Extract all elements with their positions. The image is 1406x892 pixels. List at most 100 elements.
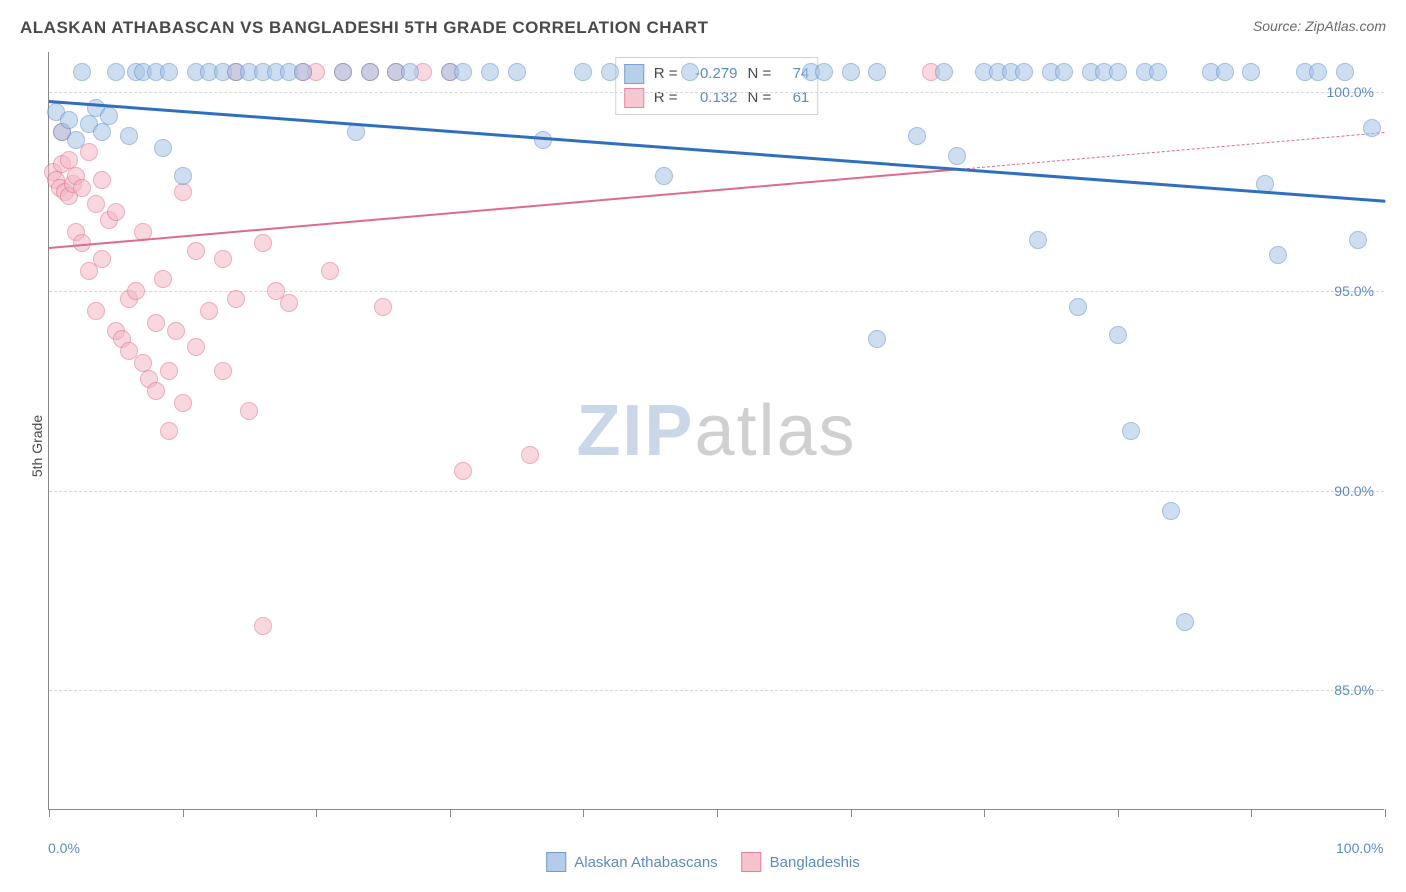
x-tick [1251, 809, 1252, 817]
data-point-bangladeshi [214, 250, 232, 268]
data-point-bangladeshi [187, 338, 205, 356]
data-point-athabascan [1309, 63, 1327, 81]
watermark: ZIPatlas [576, 390, 856, 472]
legend-swatch-athabascan [546, 852, 566, 872]
x-tick [1385, 809, 1386, 817]
x-tick-label: 100.0% [1336, 840, 1383, 856]
data-point-athabascan [1109, 326, 1127, 344]
stat-n-label: N = [748, 62, 772, 86]
legend-label-bangladeshi: Bangladeshis [770, 854, 860, 871]
gridline-horizontal [49, 690, 1384, 691]
data-point-athabascan [1363, 119, 1381, 137]
chart-title: ALASKAN ATHABASCAN VS BANGLADESHI 5TH GR… [20, 18, 708, 38]
data-point-bangladeshi [93, 171, 111, 189]
data-point-athabascan [681, 63, 699, 81]
bottom-legend: Alaskan Athabascans Bangladeshis [546, 852, 860, 872]
data-point-bangladeshi [214, 362, 232, 380]
x-tick [984, 809, 985, 817]
data-point-athabascan [361, 63, 379, 81]
chart-container: ALASKAN ATHABASCAN VS BANGLADESHI 5TH GR… [0, 0, 1406, 892]
x-tick [851, 809, 852, 817]
data-point-athabascan [107, 63, 125, 81]
data-point-bangladeshi [160, 362, 178, 380]
data-point-athabascan [868, 63, 886, 81]
stat-r-value-bangladeshi: 0.132 [688, 86, 738, 110]
x-tick [583, 809, 584, 817]
data-point-athabascan [1269, 246, 1287, 264]
watermark-atlas: atlas [694, 391, 856, 471]
data-point-athabascan [815, 63, 833, 81]
data-point-athabascan [948, 147, 966, 165]
data-point-athabascan [334, 63, 352, 81]
data-point-bangladeshi [147, 382, 165, 400]
y-axis-label: 5th Grade [29, 415, 45, 477]
data-point-athabascan [67, 131, 85, 149]
data-point-bangladeshi [187, 242, 205, 260]
correlation-stats-box: R =-0.279N =74R =0.132N =61 [615, 57, 819, 115]
data-point-bangladeshi [93, 250, 111, 268]
data-point-bangladeshi [454, 462, 472, 480]
data-point-bangladeshi [240, 402, 258, 420]
x-tick [717, 809, 718, 817]
data-point-athabascan [93, 123, 111, 141]
data-point-bangladeshi [154, 270, 172, 288]
data-point-athabascan [655, 167, 673, 185]
trend-line-bangladeshi-dashed [957, 132, 1385, 170]
stat-r-label: R = [654, 86, 678, 110]
data-point-athabascan [174, 167, 192, 185]
data-point-athabascan [100, 107, 118, 125]
stats-row-bangladeshi: R =0.132N =61 [624, 86, 810, 110]
source-attribution: Source: ZipAtlas.com [1253, 18, 1386, 34]
stat-n-label: N = [748, 86, 772, 110]
data-point-bangladeshi [521, 446, 539, 464]
data-point-athabascan [154, 139, 172, 157]
data-point-athabascan [1109, 63, 1127, 81]
data-point-bangladeshi [80, 143, 98, 161]
data-point-bangladeshi [167, 322, 185, 340]
data-point-bangladeshi [174, 394, 192, 412]
data-point-bangladeshi [374, 298, 392, 316]
y-tick-label: 85.0% [1334, 682, 1374, 698]
watermark-zip: ZIP [576, 391, 694, 471]
data-point-athabascan [401, 63, 419, 81]
data-point-athabascan [1242, 63, 1260, 81]
data-point-athabascan [60, 111, 78, 129]
swatch-athabascan [624, 64, 644, 84]
legend-item-athabascan: Alaskan Athabascans [546, 852, 717, 872]
data-point-athabascan [120, 127, 138, 145]
gridline-horizontal [49, 291, 1384, 292]
data-point-athabascan [508, 63, 526, 81]
x-tick [316, 809, 317, 817]
data-point-athabascan [73, 63, 91, 81]
data-point-athabascan [935, 63, 953, 81]
data-point-athabascan [1162, 502, 1180, 520]
data-point-athabascan [454, 63, 472, 81]
gridline-horizontal [49, 92, 1384, 93]
data-point-bangladeshi [107, 203, 125, 221]
legend-swatch-bangladeshi [742, 852, 762, 872]
data-point-athabascan [1029, 231, 1047, 249]
x-tick [183, 809, 184, 817]
data-point-athabascan [601, 63, 619, 81]
x-tick [49, 809, 50, 817]
data-point-bangladeshi [160, 422, 178, 440]
data-point-athabascan [1349, 231, 1367, 249]
plot-area: ZIPatlas R =-0.279N =74R =0.132N =61 85.… [48, 52, 1384, 810]
data-point-bangladeshi [227, 290, 245, 308]
x-tick [1118, 809, 1119, 817]
data-point-athabascan [1122, 422, 1140, 440]
y-tick-label: 90.0% [1334, 483, 1374, 499]
data-point-bangladeshi [73, 179, 91, 197]
trend-line-athabascan [49, 100, 1385, 202]
data-point-athabascan [1176, 613, 1194, 631]
data-point-bangladeshi [174, 183, 192, 201]
data-point-athabascan [1069, 298, 1087, 316]
data-point-bangladeshi [87, 302, 105, 320]
gridline-horizontal [49, 491, 1384, 492]
data-point-athabascan [908, 127, 926, 145]
legend-label-athabascan: Alaskan Athabascans [574, 854, 717, 871]
data-point-bangladeshi [321, 262, 339, 280]
y-tick-label: 95.0% [1334, 283, 1374, 299]
stats-row-athabascan: R =-0.279N =74 [624, 62, 810, 86]
data-point-athabascan [1216, 63, 1234, 81]
